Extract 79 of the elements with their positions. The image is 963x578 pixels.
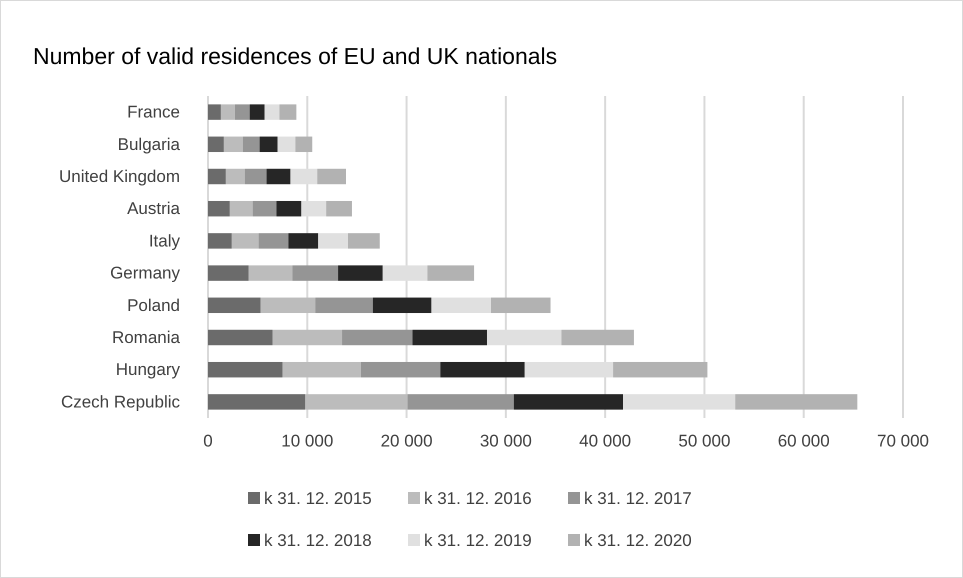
bar (372, 298, 432, 314)
bar (317, 168, 346, 184)
bar (272, 330, 342, 346)
bar (292, 265, 338, 281)
bar (282, 362, 361, 378)
bar (250, 104, 265, 120)
bar (208, 394, 306, 410)
x-tick-label: 10 000 (281, 431, 334, 450)
bar (226, 168, 245, 184)
x-tick-label: 70 000 (877, 431, 929, 450)
legend-label: k 31. 12. 2020 (584, 530, 692, 550)
legend-label: k 31. 12. 2015 (264, 488, 372, 508)
bar (348, 233, 380, 249)
y-tick-label: Romania (112, 328, 181, 347)
x-tick-label: 20 000 (380, 431, 433, 450)
bar (208, 362, 282, 378)
bar (242, 136, 260, 152)
legend-label: k 31. 12. 2019 (424, 530, 532, 550)
bar (260, 136, 278, 152)
bar (561, 330, 634, 346)
y-tick-label: United Kingdom (59, 166, 180, 186)
bar (208, 136, 224, 152)
y-tick-label: Germany (110, 264, 180, 283)
legend-label: k 31. 12. 2017 (584, 488, 692, 508)
bar (440, 362, 525, 378)
bar (288, 233, 318, 249)
bar (266, 168, 290, 184)
bar (338, 265, 383, 281)
bar (258, 233, 288, 249)
bar (326, 200, 352, 216)
bar (613, 362, 708, 378)
bar (412, 330, 487, 346)
y-tick-label: Hungary (116, 360, 180, 380)
bar (360, 362, 440, 378)
y-tick-label: Czech Republic (60, 392, 180, 412)
bar (431, 298, 491, 314)
bar (208, 104, 221, 120)
bar (234, 104, 250, 120)
bar (232, 233, 259, 249)
legend-label: k 31. 12. 2016 (424, 488, 532, 508)
chart-title: Number of valid residences of EU and UK nationals (33, 43, 558, 69)
y-tick-label: Poland (127, 296, 180, 315)
bar (220, 104, 235, 120)
x-tick-label: 30 000 (480, 431, 532, 450)
legend-label: k 31. 12. 2018 (264, 530, 372, 550)
bar (208, 168, 226, 184)
bar (224, 136, 243, 152)
bar (248, 265, 292, 281)
bar (295, 136, 312, 152)
bar (278, 136, 296, 152)
bar (305, 394, 408, 410)
bar (208, 265, 249, 281)
bar (230, 200, 253, 216)
bar (276, 200, 302, 216)
bar (264, 104, 280, 120)
bar (514, 394, 624, 410)
y-tick-label: France (127, 102, 180, 122)
bar (408, 394, 514, 410)
x-tick-label: 40 000 (579, 431, 632, 450)
bar (252, 200, 277, 216)
y-tick-label: Austria (127, 199, 181, 218)
bar (279, 104, 296, 120)
bar (260, 298, 316, 314)
y-tick-label: Italy (148, 231, 180, 250)
bar (208, 330, 273, 346)
bar (735, 394, 858, 410)
bar (315, 298, 373, 314)
bar (208, 298, 261, 314)
x-tick-label: 50 000 (678, 431, 730, 450)
x-tick-label: 0 (203, 431, 213, 450)
bar (342, 330, 413, 346)
y-tick-label: Bulgaria (118, 134, 181, 154)
bar (244, 168, 267, 184)
bar (427, 265, 474, 281)
bar (208, 233, 232, 249)
bar (490, 298, 551, 314)
x-tick-label: 60 000 (778, 431, 830, 450)
bar (318, 233, 348, 249)
bar (208, 200, 230, 216)
